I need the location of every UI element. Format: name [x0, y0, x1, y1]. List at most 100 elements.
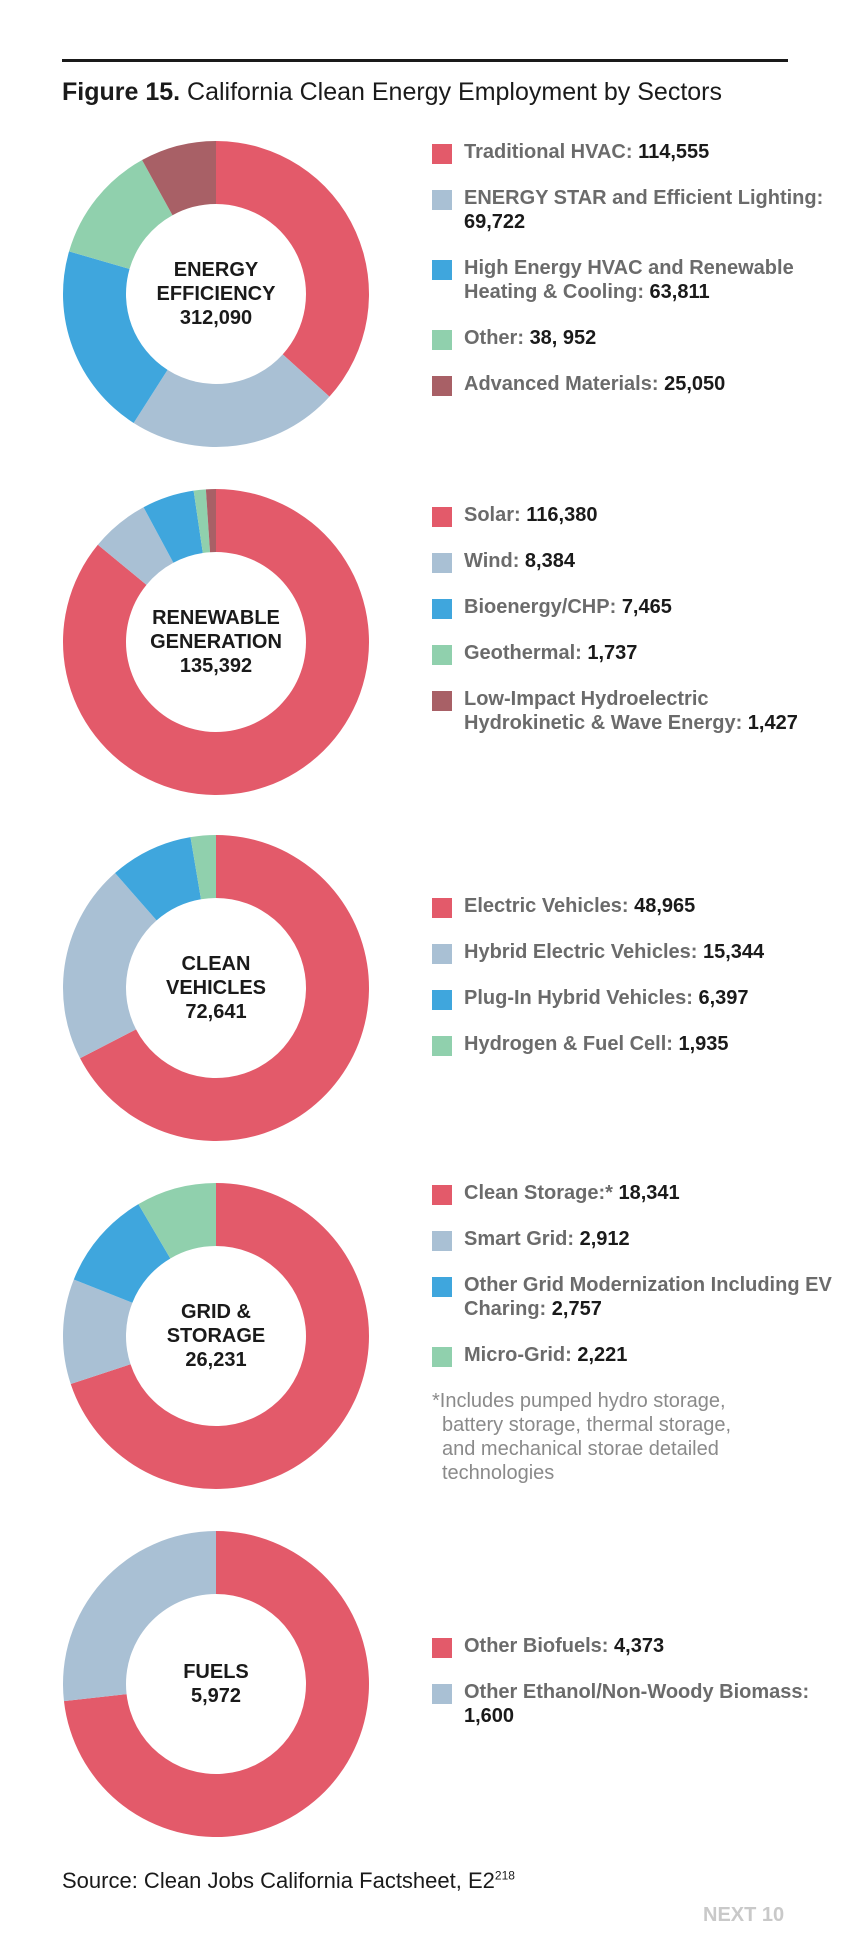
sector-name-line: GENERATION	[150, 631, 282, 653]
donut-slice	[193, 489, 211, 553]
donut-svg	[62, 1531, 369, 1837]
legend-label: Hydrogen & Fuel Cell:	[464, 1033, 679, 1055]
legend-value: 38, 952	[529, 327, 597, 349]
legend: Solar: 116,380 Wind: 8,384 Bioenergy/CHP: …	[432, 503, 832, 757]
legend-item: Other Ethanol/Non-Woody Biomass: 1,600	[432, 1680, 832, 1728]
legend-swatch	[432, 1638, 452, 1658]
donut-slice	[143, 490, 203, 563]
legend-value: 1,600	[464, 1705, 515, 1727]
sector-name-line: FUELS	[183, 1661, 249, 1683]
donut-chart: RENEWABLE GENERATION 135,392	[62, 488, 370, 796]
legend-label: Micro-Grid:	[464, 1344, 578, 1366]
legend-label: Other:	[464, 327, 530, 349]
legend-swatch	[432, 1231, 452, 1251]
sector-total: 26,231	[185, 1349, 247, 1371]
donut-slice	[205, 489, 216, 553]
legend-item: Plug-In Hybrid Vehicles: 6,397	[432, 986, 832, 1010]
donut-chart: CLEAN VEHICLES 72,641	[62, 834, 370, 1142]
legend-swatch	[432, 1036, 452, 1056]
legend-item: Solar: 116,380	[432, 503, 832, 527]
legend-value: 1,427	[747, 712, 798, 734]
source-text: Source: Clean Jobs California Factsheet,…	[62, 1868, 495, 1893]
legend-swatch	[432, 944, 452, 964]
sector-total: 72,641	[185, 1001, 247, 1023]
donut-slice	[63, 1279, 133, 1385]
footnote-line: *Includes pumped hydro storage,	[432, 1390, 726, 1412]
legend-label: Other Ethanol/Non-Woody Biomass:	[464, 1681, 810, 1703]
donut-slice	[133, 354, 330, 448]
legend-item: ENERGY STAR and Efficient Lighting: 69,7…	[432, 186, 832, 234]
legend-item: Other Biofuels: 4,373	[432, 1634, 832, 1658]
legend-item: High Energy HVAC and Renewable Heating &…	[432, 256, 832, 304]
donut-slice	[190, 835, 216, 900]
legend-item: Geothermal: 1,737	[432, 641, 832, 665]
legend-swatch	[432, 1277, 452, 1297]
legend-swatch	[432, 645, 452, 665]
sector-name-line: ENERGY	[173, 259, 259, 281]
source-note: Source: Clean Jobs California Factsheet,…	[62, 1868, 515, 1894]
legend: Electric Vehicles: 48,965 Hybrid Electric…	[432, 894, 832, 1078]
legend-swatch	[432, 330, 452, 350]
legend-swatch	[432, 898, 452, 918]
legend-swatch	[432, 1185, 452, 1205]
legend-swatch	[432, 599, 452, 619]
legend-item: Smart Grid: 2,912	[432, 1227, 832, 1251]
donut-center-label: ENERGY EFFICIENCY 312,090	[62, 140, 370, 448]
legend-value: 18,341	[618, 1182, 680, 1204]
legend-value: 15,344	[703, 941, 765, 963]
donut-slice	[97, 507, 174, 585]
legend-swatch	[432, 1684, 452, 1704]
legend-item: Hybrid Electric Vehicles: 15,344	[432, 940, 832, 964]
donut-center-label: GRID & STORAGE 26,231	[62, 1182, 370, 1490]
legend-item: Traditional HVAC: 114,555	[432, 140, 832, 164]
legend-value: 8,384	[524, 550, 575, 572]
figure-title-prefix: Figure 15.	[62, 78, 181, 106]
donut-slice	[138, 1183, 216, 1259]
legend-label: Smart Grid:	[464, 1228, 580, 1250]
legend-label: Wind:	[464, 550, 525, 572]
donut-slice	[115, 837, 202, 921]
legend-item: Electric Vehicles: 48,965	[432, 894, 832, 918]
legend-value: 69,722	[464, 211, 526, 233]
legend-value: 7,465	[621, 596, 672, 618]
legend-item: Other Grid Modernization Including EV Ch…	[432, 1273, 832, 1321]
donut-slice	[63, 489, 370, 795]
sector-name-line: STORAGE	[166, 1325, 266, 1347]
legend-item: Low-Impact Hydroelectric Hydrokinetic & …	[432, 687, 832, 735]
legend-label: Other Grid Modernization Including EV Ch…	[464, 1274, 832, 1320]
legend-swatch	[432, 144, 452, 164]
legend-item: Clean Storage:* 18,341	[432, 1181, 832, 1205]
legend-swatch	[432, 691, 452, 711]
sector-total: 5,972	[190, 1685, 242, 1707]
donut-slice	[80, 835, 369, 1141]
title-rule	[62, 59, 788, 62]
donut-svg	[63, 1183, 369, 1489]
legend-swatch	[432, 1347, 452, 1367]
legend-value: 25,050	[664, 373, 726, 395]
sector-name-line: VEHICLES	[165, 977, 267, 999]
legend-value: 2,221	[577, 1344, 628, 1366]
legend-swatch	[432, 990, 452, 1010]
sector-total: 135,392	[179, 655, 253, 677]
donut-svg	[63, 835, 369, 1141]
legend-label: Other Biofuels:	[464, 1635, 615, 1657]
donut-chart: ENERGY EFFICIENCY 312,090	[62, 140, 370, 448]
source-superscript: 218	[494, 1868, 515, 1883]
sector-name-line: GRID &	[181, 1301, 251, 1323]
footnote: *Includes pumped hydro storage, battery s…	[432, 1389, 832, 1485]
legend-value: 2,912	[579, 1228, 630, 1250]
donut-slice	[142, 141, 216, 216]
legend-item: Other: 38, 952	[432, 326, 832, 350]
brand-logo-text: NEXT 10	[703, 1904, 785, 1926]
sector-name-line: RENEWABLE	[152, 607, 280, 629]
legend: Other Biofuels: 4,373 Other Ethanol/Non-W…	[432, 1634, 832, 1750]
footnote-line: technologies	[442, 1462, 555, 1484]
sector-name-line: CLEAN	[181, 953, 251, 975]
legend-swatch	[432, 190, 452, 210]
legend-label: Solar:	[464, 504, 527, 526]
legend-value: 2,757	[551, 1298, 602, 1320]
legend-label: Clean Storage:*	[464, 1182, 619, 1204]
legend-item: Wind: 8,384	[432, 549, 832, 573]
legend-item: Micro-Grid: 2,221	[432, 1343, 832, 1367]
legend-value: 1,935	[678, 1033, 729, 1055]
